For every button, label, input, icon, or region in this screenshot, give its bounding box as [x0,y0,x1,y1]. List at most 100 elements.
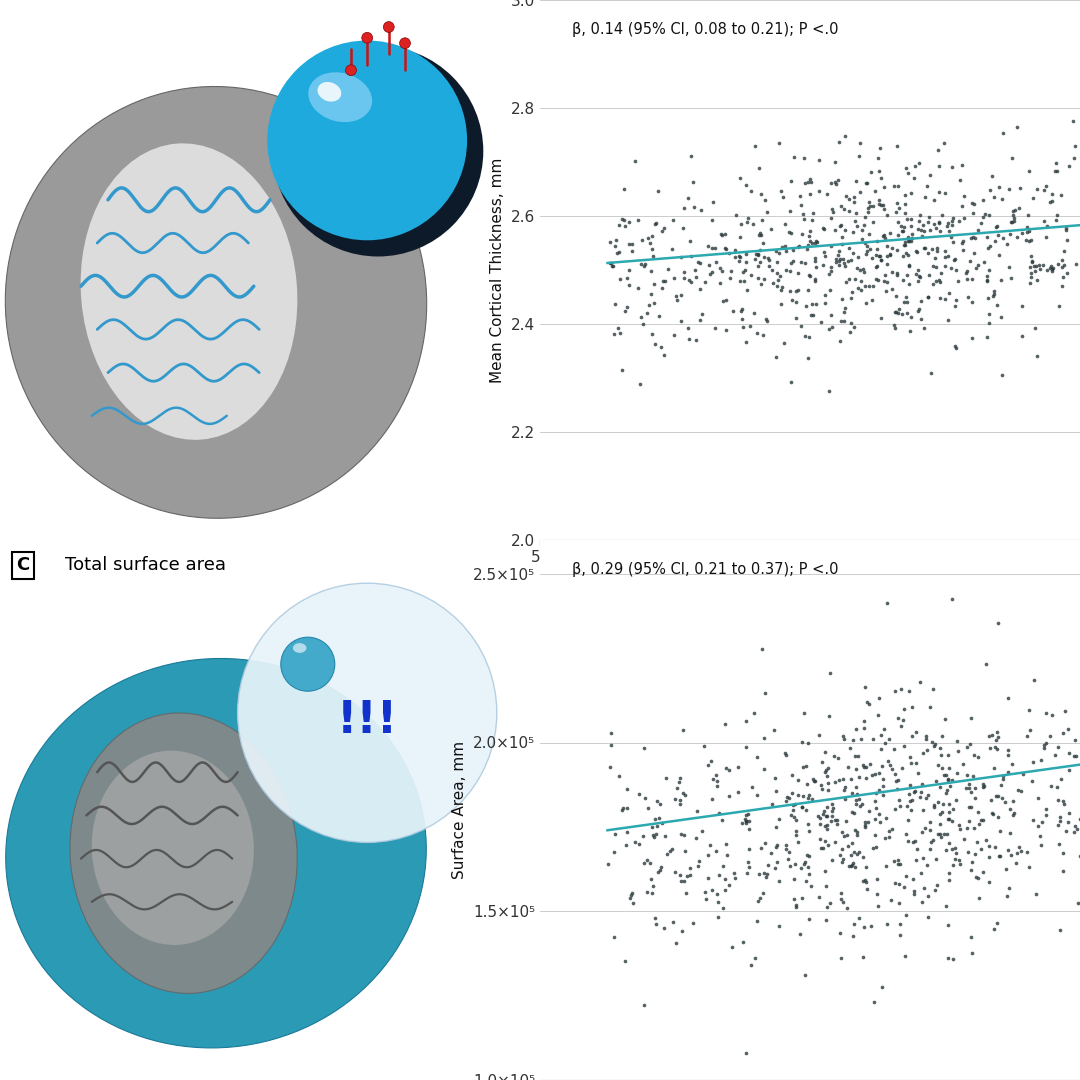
Point [757,868,774,886]
Point [738,245,755,262]
Point [824,799,841,816]
Point [982,237,999,254]
Point [626,152,644,170]
Point [645,877,662,894]
Point [835,770,852,787]
Point [959,270,976,287]
Point [918,730,935,747]
Point [944,212,961,229]
Point [842,846,860,863]
Point [962,928,980,945]
Point [783,173,800,190]
Point [1043,260,1061,278]
Point [781,858,798,875]
Point [822,210,839,227]
Point [738,1044,755,1062]
Point [900,165,917,183]
Point [902,232,919,249]
Point [766,721,783,739]
Point [800,865,818,882]
Point [974,208,991,226]
Point [900,832,917,849]
Point [829,246,847,264]
Point [1036,181,1053,199]
Point [880,828,897,846]
Point [912,269,929,286]
Point [727,248,744,266]
Point [808,296,825,313]
Point [1011,200,1028,217]
Point [908,244,926,261]
Point [621,890,638,907]
Point [897,244,915,261]
Point [752,242,769,259]
Point [944,840,961,858]
Point [887,766,904,783]
Point [914,744,931,761]
Point [896,195,914,213]
Point [808,233,825,251]
Point [838,273,855,291]
Point [839,837,856,854]
Point [964,204,982,221]
Point [1043,706,1061,724]
Point [879,206,896,224]
Point [846,805,863,822]
Point [1025,811,1042,828]
Point [955,831,972,848]
Point [1056,702,1074,719]
Point [816,764,834,781]
Point [913,221,930,239]
Point [872,726,889,743]
Point [798,241,815,258]
Point [784,784,801,801]
Point [778,243,795,260]
Point [638,852,656,869]
Point [804,770,821,787]
Point [993,309,1010,326]
Point [933,804,950,821]
Point [897,267,915,284]
Point [838,826,855,843]
Point [746,305,764,322]
Point [617,217,634,234]
Point [795,210,812,227]
Point [704,239,721,256]
Point [699,238,716,255]
Point [963,294,981,311]
Point [669,780,686,797]
Point [856,234,874,252]
Point [810,808,827,825]
Point [975,253,993,270]
Point [704,770,721,787]
Point [633,309,650,326]
Point [798,758,815,775]
Point [841,240,859,257]
Point [842,314,860,332]
Point [983,726,1000,743]
Point [958,262,975,280]
Point [826,811,843,828]
Point [835,251,852,268]
Point [849,747,866,765]
Point [877,734,894,752]
Point [727,206,744,224]
Point [867,246,885,264]
Point [822,174,839,191]
Point [873,252,890,269]
Point [699,756,716,773]
Point [741,318,758,335]
Text: β, 0.14 (95% CI, 0.08 to 0.21); P <.0: β, 0.14 (95% CI, 0.08 to 0.21); P <.0 [572,22,839,37]
Point [891,792,908,809]
Point [981,728,998,745]
Point [1058,231,1076,248]
Point [784,801,801,819]
Point [617,302,634,320]
Point [707,842,725,860]
Point [843,224,861,241]
Point [644,227,661,244]
Point [873,170,890,187]
Point [751,865,768,882]
Point [859,880,876,897]
Point [923,240,941,257]
